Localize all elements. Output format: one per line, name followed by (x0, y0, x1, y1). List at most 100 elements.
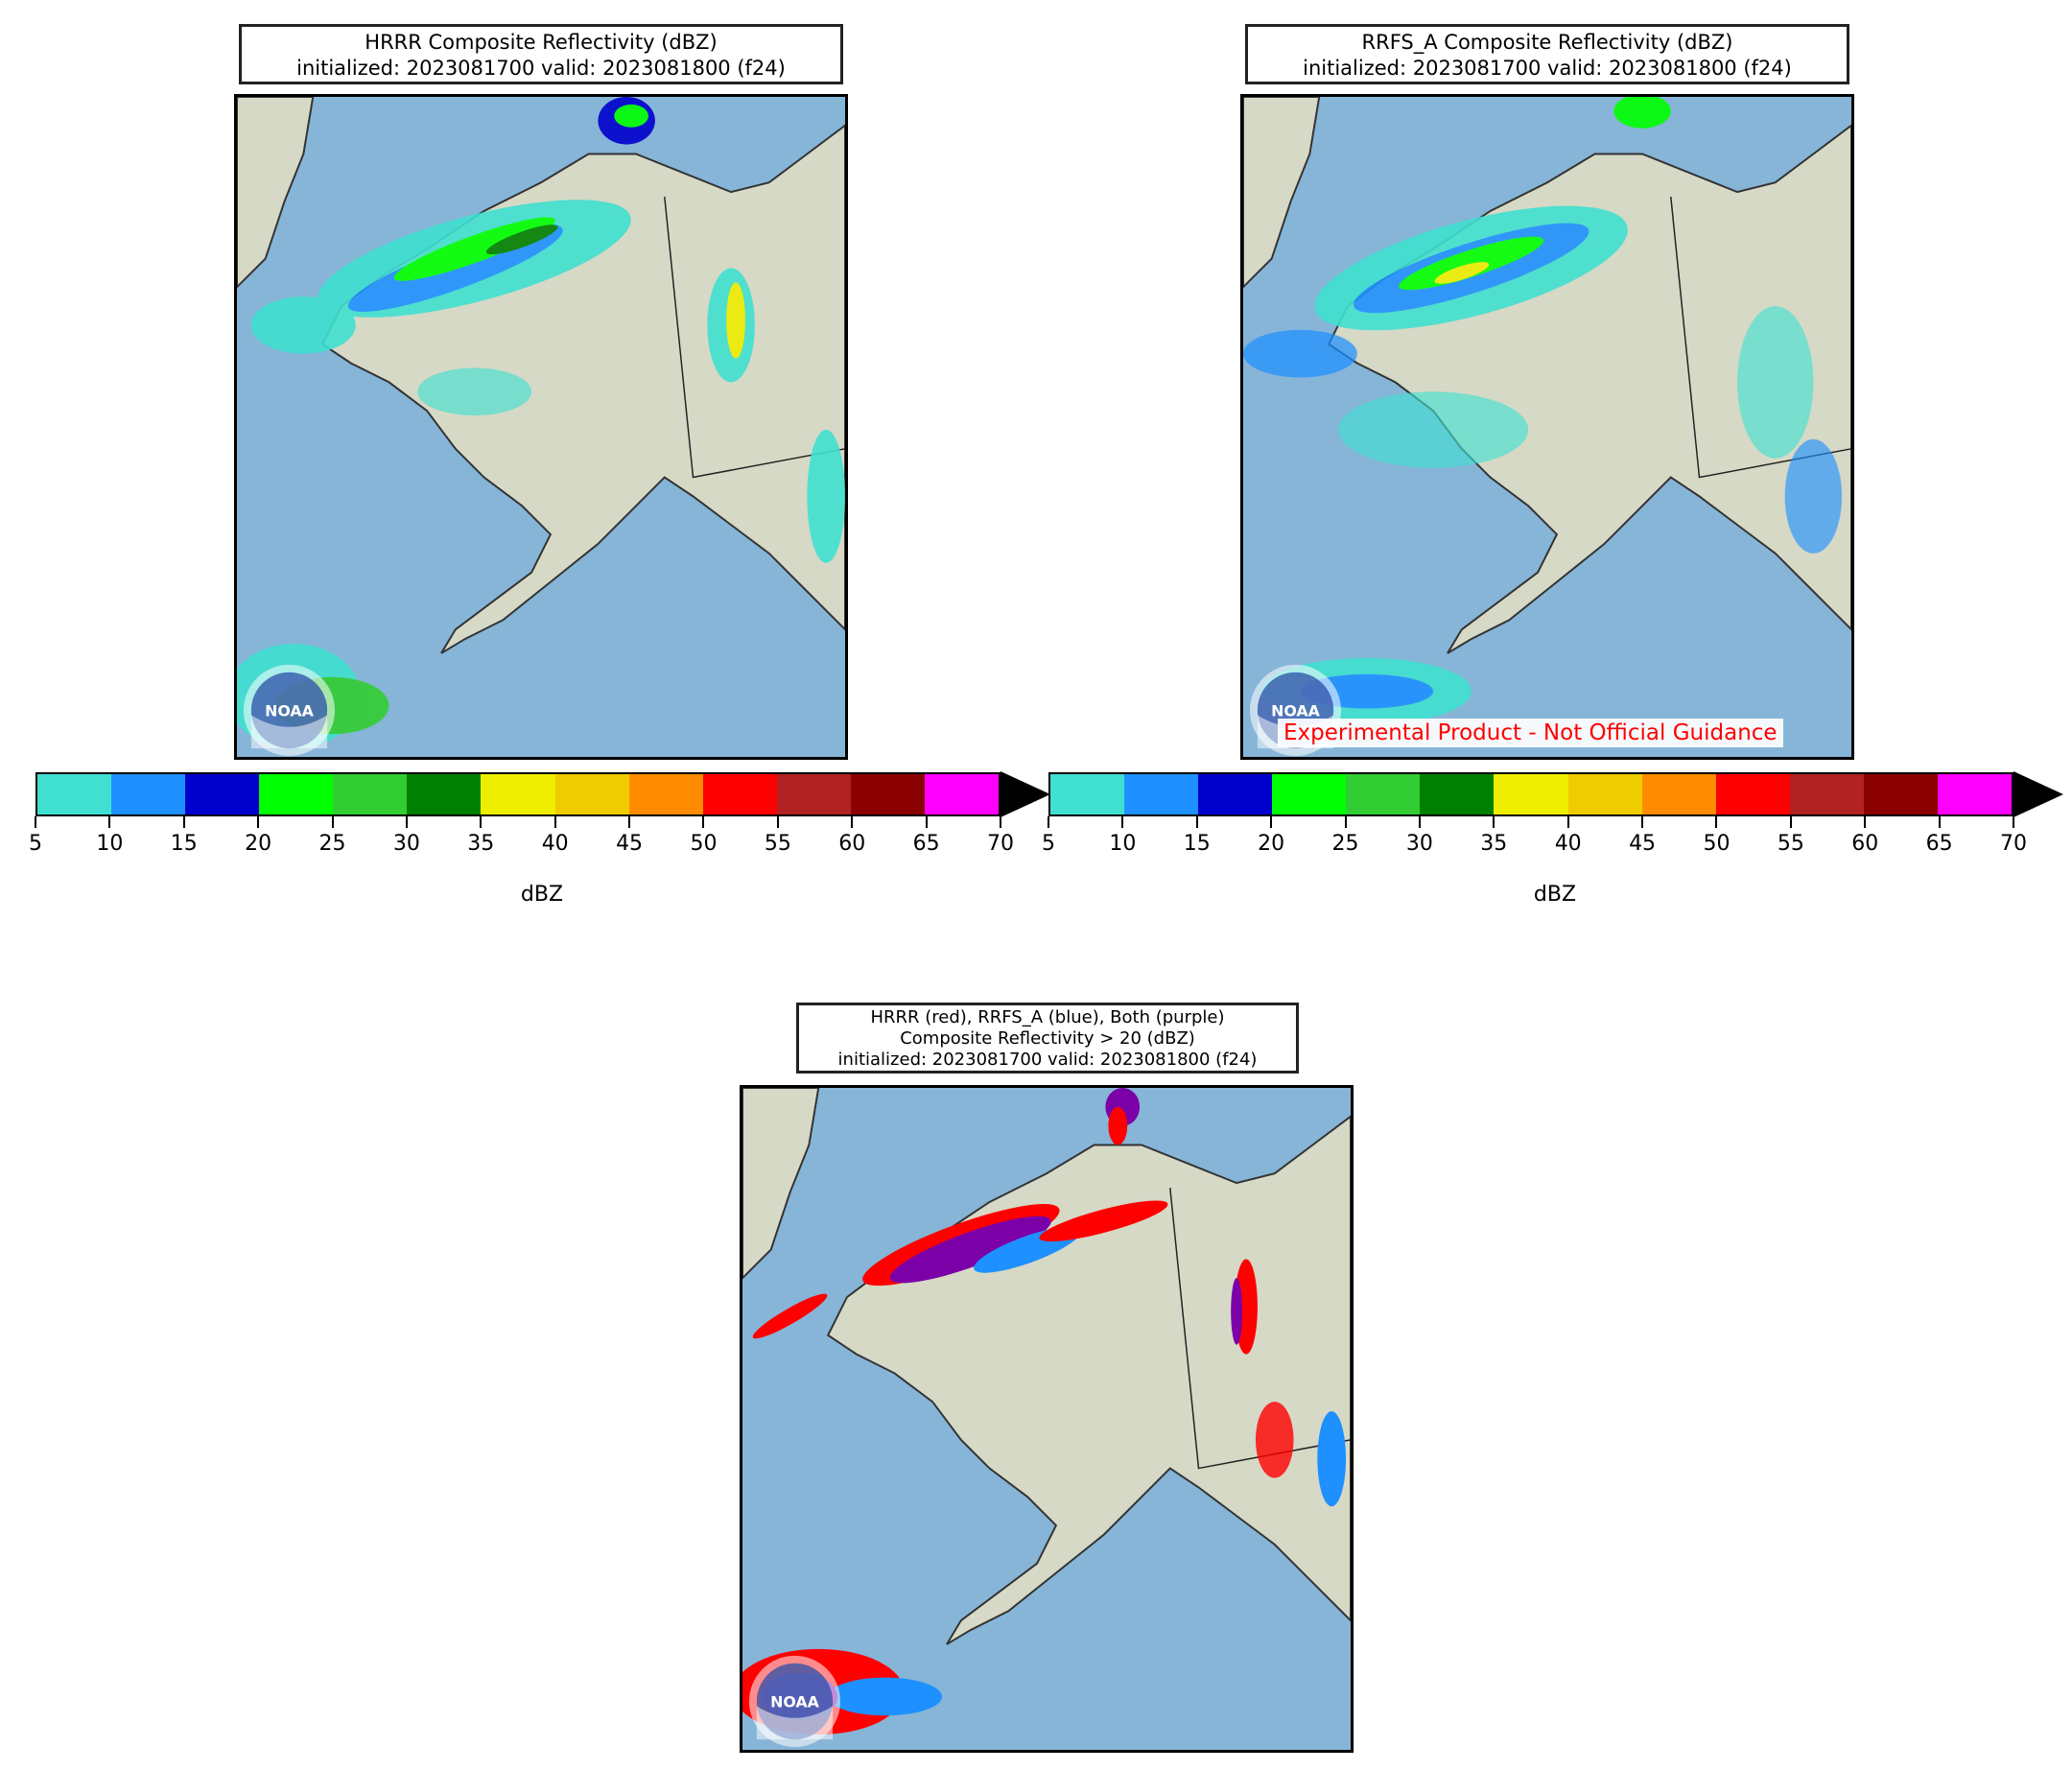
comparison-title-line2: Composite Reflectivity > 20 (dBZ) (900, 1028, 1195, 1049)
colorbar-tick-label: 55 (1777, 832, 1804, 856)
colorbar-tick (331, 816, 334, 828)
experimental-product-watermark: Experimental Product - Not Official Guid… (1278, 719, 1783, 747)
noaa-logo: NOAA (243, 664, 336, 757)
colorbar-swatch-55 (776, 774, 851, 814)
colorbar-tick (1715, 816, 1718, 828)
colorbar-tick (2013, 816, 2014, 828)
colorbar-tick (1789, 816, 1792, 828)
comparison-map-canvas: NOAA (742, 1088, 1351, 1750)
noaa-logo: NOAA (748, 1655, 841, 1748)
colorbar-swatch-25 (333, 774, 408, 814)
colorbar-swatch-5 (37, 774, 112, 814)
siberia-landmass (1243, 97, 1321, 289)
hrrr-title-line1: HRRR Composite Reflectivity (dBZ) (365, 31, 718, 54)
siberia-landmass (742, 1088, 820, 1280)
hrrr-map-canvas: NOAA (237, 97, 845, 757)
rrfs-panel-title: RRFS_A Composite Reflectivity (dBZ) init… (1245, 24, 1849, 84)
rrfs-colorbar-bar (1048, 772, 2013, 816)
colorbar-swatch-20 (259, 774, 334, 814)
colorbar-tick-label: 60 (1851, 832, 1879, 856)
rrfs-title-line2: initialized: 2023081700 valid: 202308180… (1303, 57, 1792, 80)
colorbar-swatch-55 (1789, 774, 1864, 814)
noaa-logo-text: NOAA (770, 1692, 820, 1711)
colorbar-swatch-25 (1346, 774, 1421, 814)
colorbar-swatch-5 (1050, 774, 1125, 814)
colorbar-tick-label: 35 (1480, 832, 1508, 856)
colorbar-tick (405, 816, 408, 828)
colorbar-swatch-30 (1420, 774, 1495, 814)
noaa-logo-text: NOAA (1271, 701, 1321, 720)
siberia-landmass (237, 97, 315, 289)
colorbar-tick-label: 70 (2000, 832, 2027, 856)
comparison-panel-title: HRRR (red), RRFS_A (blue), Both (purple)… (796, 1003, 1299, 1074)
colorbar-swatch-15 (185, 774, 260, 814)
comparison-title-line1: HRRR (red), RRFS_A (blue), Both (purple) (870, 1007, 1225, 1027)
colorbar-tick-label: 20 (245, 832, 272, 856)
colorbar-tick-label: 30 (392, 832, 420, 856)
colorbar-tick-label: 10 (1109, 832, 1137, 856)
rrfs-reflectivity-map: NOAA Experimental Product - Not Official… (1240, 94, 1854, 760)
hrrr-reflectivity-map: NOAA (234, 94, 848, 760)
colorbar-swatch-45 (628, 774, 703, 814)
colorbar-swatch-10 (111, 774, 186, 814)
colorbar-tick (851, 816, 854, 828)
colorbar-tick-label: 25 (1331, 832, 1359, 856)
colorbar-tick (1566, 816, 1569, 828)
colorbar-tick-label: 70 (987, 832, 1014, 856)
colorbar-tick-label: 65 (912, 832, 940, 856)
colorbar-tick (628, 816, 631, 828)
colorbar-tick-label: 60 (838, 832, 866, 856)
colorbar-tick (1000, 816, 1001, 828)
colorbar-swatch-30 (407, 774, 482, 814)
colorbar-swatch-60 (850, 774, 925, 814)
colorbar-tick (925, 816, 928, 828)
colorbar-tick-label: 30 (1405, 832, 1433, 856)
canada-border (1169, 1188, 1351, 1470)
rrfs-colorbar-extend-arrow (2013, 771, 2063, 817)
colorbar-tick (553, 816, 556, 828)
comparison-title-line3: initialized: 2023081700 valid: 202308180… (837, 1050, 1258, 1070)
noaa-logo-text: NOAA (265, 701, 315, 720)
colorbar-tick-label: 40 (1554, 832, 1582, 856)
colorbar-tick (1195, 816, 1198, 828)
colorbar-swatch-50 (1715, 774, 1790, 814)
colorbar-tick (1864, 816, 1867, 828)
colorbar-swatch-40 (554, 774, 629, 814)
colorbar-swatch-50 (702, 774, 777, 814)
colorbar-tick-label: 65 (1925, 832, 1953, 856)
colorbar-tick-label: 45 (1629, 832, 1657, 856)
colorbar-swatch-60 (1863, 774, 1938, 814)
colorbar-tick-label: 15 (170, 832, 198, 856)
comparison-map: NOAA (740, 1085, 1354, 1753)
colorbar-swatch-65 (1937, 774, 2013, 814)
colorbar-swatch-35 (1494, 774, 1568, 814)
canada-border (664, 197, 845, 479)
colorbar-tick-label: 50 (690, 832, 718, 856)
colorbar-swatch-35 (481, 774, 555, 814)
colorbar-tick (35, 816, 36, 828)
rrfs-map-canvas: NOAA (1243, 97, 1851, 757)
colorbar-tick-label: 45 (616, 832, 644, 856)
colorbar-tick (1121, 816, 1124, 828)
colorbar-swatch-40 (1567, 774, 1642, 814)
hrrr-title-line2: initialized: 2023081700 valid: 202308180… (296, 57, 786, 80)
colorbar-tick (480, 816, 483, 828)
rrfs-colorbar-unit: dBZ (1533, 883, 1577, 907)
colorbar-swatch-65 (924, 774, 1000, 814)
colorbar-tick-label: 5 (29, 832, 42, 856)
hrrr-panel-title: HRRR Composite Reflectivity (dBZ) initia… (239, 24, 843, 84)
colorbar-tick (182, 816, 185, 828)
colorbar-tick-label: 55 (764, 832, 791, 856)
colorbar-tick-label: 40 (541, 832, 569, 856)
colorbar-tick (1418, 816, 1421, 828)
colorbar-tick (1493, 816, 1495, 828)
colorbar-swatch-15 (1198, 774, 1273, 814)
colorbar-tick (1344, 816, 1347, 828)
rrfs-title-line1: RRFS_A Composite Reflectivity (dBZ) (1361, 31, 1733, 54)
colorbar-tick-label: 35 (467, 832, 495, 856)
colorbar-tick-label: 5 (1042, 832, 1055, 856)
colorbar-tick (257, 816, 260, 828)
colorbar-tick-label: 50 (1703, 832, 1731, 856)
hrrr-colorbar-bar (35, 772, 1001, 816)
colorbar-tick-label: 15 (1183, 832, 1211, 856)
